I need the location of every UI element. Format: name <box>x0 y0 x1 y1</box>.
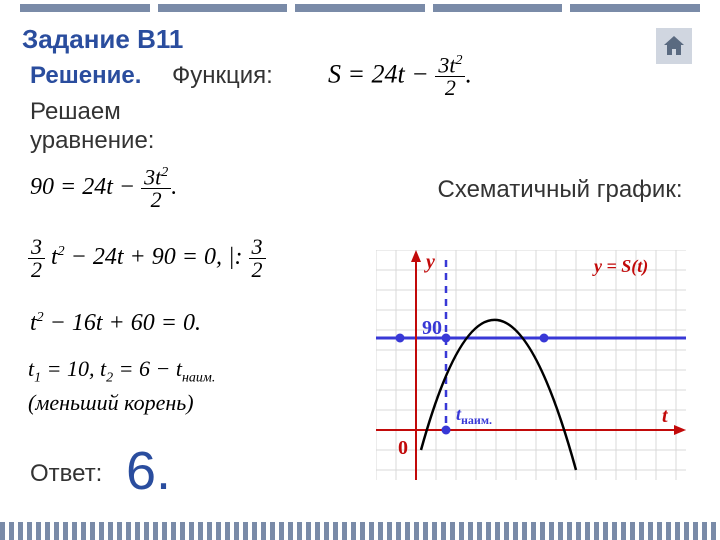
equation-2: 32 t2 − 24t + 90 = 0, |: 32 <box>28 236 266 281</box>
svg-text:90: 90 <box>422 317 442 339</box>
svg-text:tнаим.: tнаим. <box>456 404 492 427</box>
task-title: Задание B11 <box>22 24 183 55</box>
answer-label: Ответ: <box>30 460 102 488</box>
solve-equation-label: Решаемуравнение: <box>30 98 154 156</box>
home-button[interactable] <box>656 28 692 64</box>
home-icon <box>661 33 687 59</box>
graph: y t 0 90 y = S(t) tнаим. <box>376 250 686 480</box>
equation-3: t2 − 16t + 60 = 0. <box>30 310 201 337</box>
equation-4: t1 = 10, t2 = 6 − tнаим. <box>28 356 215 386</box>
graph-svg: y t 0 90 y = S(t) tнаим. <box>376 250 686 480</box>
smaller-root-note: (меньший корень) <box>28 390 194 416</box>
equation-1: 90 = 24t − 3t22. <box>30 166 177 211</box>
main-formula: S = 24t − 3t22. <box>328 54 472 99</box>
graph-title: Схематичный график: <box>430 176 690 204</box>
bottom-decoration <box>0 522 720 540</box>
answer-value: 6. <box>126 440 171 502</box>
svg-text:y: y <box>424 251 435 273</box>
svg-text:0: 0 <box>398 437 408 459</box>
svg-text:y = S(t): y = S(t) <box>592 256 648 277</box>
top-decoration <box>0 0 720 16</box>
svg-text:t: t <box>662 405 669 427</box>
function-label: Функция: <box>172 62 273 90</box>
solution-label: Решение. <box>30 62 141 90</box>
